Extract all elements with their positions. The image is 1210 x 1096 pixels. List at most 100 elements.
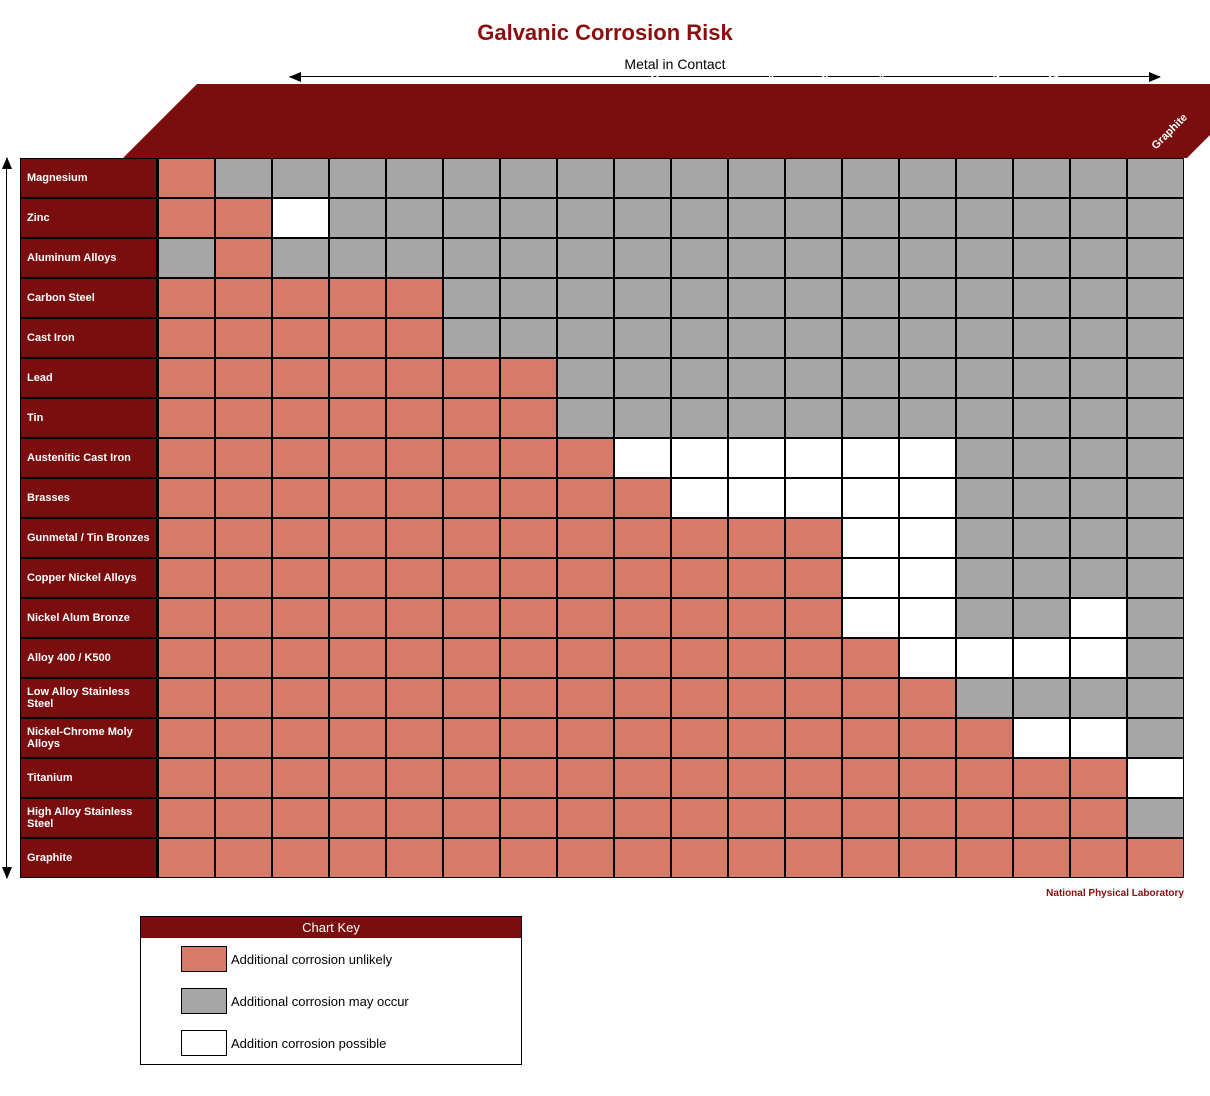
matrix-cell — [386, 518, 443, 558]
matrix-cell — [899, 438, 956, 478]
matrix-cell — [728, 238, 785, 278]
row-header: Copper Nickel Alloys — [20, 558, 158, 598]
matrix-cell — [500, 678, 557, 718]
matrix-cell — [557, 838, 614, 878]
matrix-cell — [443, 758, 500, 798]
matrix-cell — [1127, 518, 1184, 558]
table-row: Zinc — [20, 198, 1184, 238]
matrix-cell — [557, 398, 614, 438]
matrix-cell — [671, 438, 728, 478]
matrix-cell — [842, 678, 899, 718]
matrix-cell — [158, 198, 215, 238]
matrix-cell — [443, 638, 500, 678]
matrix-cell — [842, 718, 899, 758]
matrix-cell — [614, 238, 671, 278]
matrix-cell — [1127, 598, 1184, 638]
matrix-cell — [728, 438, 785, 478]
matrix-cell — [500, 518, 557, 558]
matrix-cell — [158, 438, 215, 478]
matrix-cell — [272, 558, 329, 598]
matrix-cell — [614, 838, 671, 878]
matrix-cell — [386, 198, 443, 238]
matrix-cell — [386, 438, 443, 478]
matrix-cell — [728, 518, 785, 558]
matrix-cell — [614, 318, 671, 358]
matrix-cell — [728, 598, 785, 638]
matrix-cell — [443, 438, 500, 478]
matrix-cell — [614, 438, 671, 478]
matrix-cell — [557, 718, 614, 758]
matrix-cell — [842, 438, 899, 478]
matrix-cell — [671, 158, 728, 198]
matrix-cell — [443, 278, 500, 318]
column-headers: MagnesiumZincAluminum AlloysCarbon Steel… — [160, 84, 1186, 158]
matrix-cell — [272, 518, 329, 558]
matrix-cell — [671, 318, 728, 358]
matrix-cell — [329, 518, 386, 558]
matrix-cell — [899, 758, 956, 798]
matrix-cell — [671, 278, 728, 318]
matrix-cell — [215, 158, 272, 198]
matrix-cell — [272, 358, 329, 398]
matrix-cell — [1127, 478, 1184, 518]
matrix-cell — [728, 358, 785, 398]
matrix-cell — [1070, 358, 1127, 398]
matrix-cell — [443, 678, 500, 718]
matrix-cell — [728, 638, 785, 678]
matrix-cell — [899, 278, 956, 318]
matrix-cell — [614, 198, 671, 238]
matrix-cell — [842, 478, 899, 518]
matrix-cell — [671, 238, 728, 278]
row-header: Zinc — [20, 198, 158, 238]
matrix-cell — [215, 598, 272, 638]
table-row: Graphite — [20, 838, 1184, 878]
matrix-cell — [899, 518, 956, 558]
matrix-cell — [842, 758, 899, 798]
row-header: Alloy 400 / K500 — [20, 638, 158, 678]
matrix-cell — [386, 358, 443, 398]
matrix-cell — [1013, 678, 1070, 718]
matrix-cell — [1013, 838, 1070, 878]
legend-item: Additional corrosion may occur — [141, 980, 521, 1022]
matrix-cell — [215, 318, 272, 358]
matrix-cell — [272, 598, 329, 638]
table-row: Gunmetal / Tin Bronzes — [20, 518, 1184, 558]
matrix-cell — [500, 838, 557, 878]
matrix-cell — [1070, 158, 1127, 198]
matrix-cell — [272, 398, 329, 438]
matrix-cell — [956, 798, 1013, 838]
matrix-cell — [500, 598, 557, 638]
matrix-cell — [785, 358, 842, 398]
legend-swatch — [181, 946, 227, 972]
matrix-cell — [1127, 798, 1184, 838]
matrix-cell — [272, 798, 329, 838]
matrix-cell — [158, 238, 215, 278]
chart-title: Galvanic Corrosion Risk — [20, 20, 1190, 46]
matrix-cell — [956, 678, 1013, 718]
row-header: Nickel Alum Bronze — [20, 598, 158, 638]
matrix-cell — [899, 558, 956, 598]
matrix-cell — [158, 838, 215, 878]
matrix-cell — [443, 558, 500, 598]
matrix-cell — [215, 758, 272, 798]
matrix-cell — [329, 158, 386, 198]
matrix-cell — [272, 278, 329, 318]
matrix-cell — [956, 318, 1013, 358]
matrix-cell — [785, 838, 842, 878]
matrix-cell — [899, 238, 956, 278]
matrix-cell — [158, 758, 215, 798]
matrix-cell — [215, 278, 272, 318]
matrix-cell — [728, 838, 785, 878]
matrix-cell — [215, 558, 272, 598]
matrix-cell — [215, 198, 272, 238]
y-axis: Fastener Material Being Considered — [0, 158, 16, 878]
row-header: Magnesium — [20, 158, 158, 198]
row-header: Low Alloy Stainless Steel — [20, 678, 158, 718]
matrix-cell — [272, 438, 329, 478]
matrix-cell — [1013, 558, 1070, 598]
matrix-cell — [614, 518, 671, 558]
matrix-cell — [158, 678, 215, 718]
matrix-cell — [329, 678, 386, 718]
table-row: Nickel-Chrome Moly Alloys — [20, 718, 1184, 758]
matrix-cell — [443, 398, 500, 438]
